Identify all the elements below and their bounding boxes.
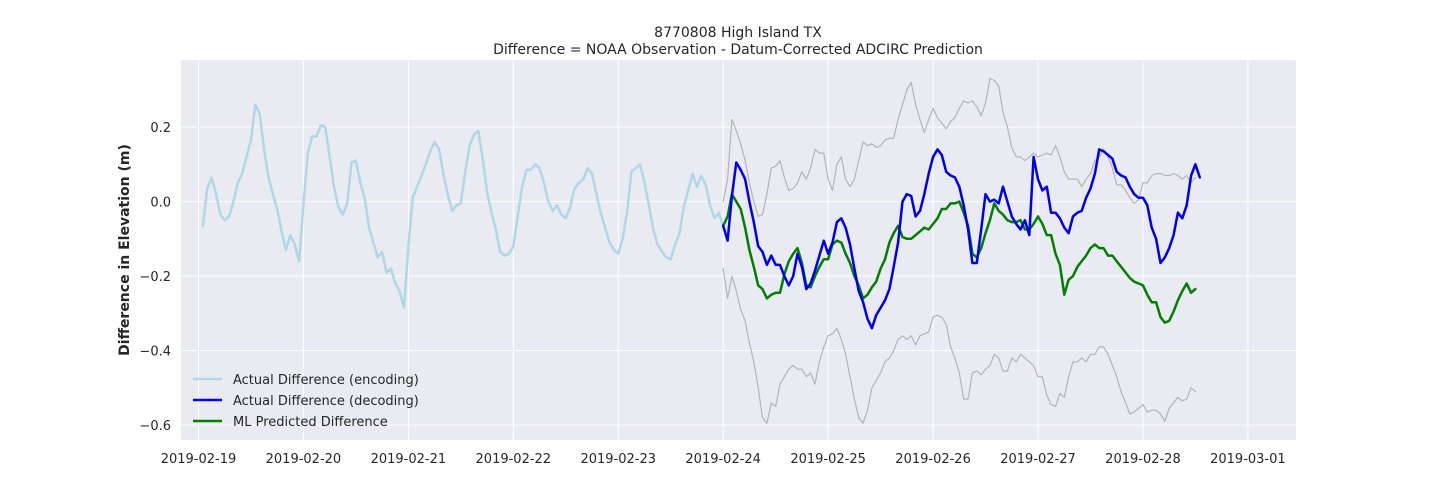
- series-line-1: [721, 148, 1202, 330]
- x-tick-label: 2019-02-23: [580, 452, 656, 467]
- confidence-bound-line: [722, 268, 1196, 424]
- x-tick-label: 2019-02-20: [266, 452, 342, 467]
- chart-title: 8770808 High Island TX: [654, 25, 822, 41]
- chart-subtitle: Difference = NOAA Observation - Datum-Co…: [493, 42, 983, 58]
- x-tick-label: 2019-02-27: [1000, 452, 1076, 467]
- legend-label: Actual Difference (decoding): [233, 394, 419, 409]
- x-tick-label: 2019-02-28: [1105, 452, 1181, 467]
- y-axis-label: Difference in Elevation (m): [117, 144, 133, 356]
- plot-area: [181, 60, 1296, 440]
- legend: Actual Difference (encoding) Actual Diffe…: [193, 373, 419, 430]
- x-tick-label: 2019-02-21: [371, 452, 447, 467]
- x-tick-label: 2019-02-22: [476, 452, 552, 467]
- legend-label: Actual Difference (encoding): [233, 373, 419, 388]
- y-tick-label: −0.2: [139, 270, 171, 285]
- y-tick-label: 0.0: [150, 196, 171, 211]
- x-tick-label: 2019-02-25: [790, 452, 866, 467]
- series-line-0: [201, 103, 725, 309]
- y-tick-label: −0.4: [139, 345, 171, 360]
- x-axis: 2019-02-19 2019-02-20 2019-02-21 2019-02-22…: [161, 452, 1286, 467]
- x-tick-label: 2019-02-19: [161, 452, 237, 467]
- x-tick-label: 2019-03-01: [1210, 452, 1286, 467]
- y-tick-label: 0.2: [150, 121, 171, 136]
- x-tick-label: 2019-02-26: [895, 452, 971, 467]
- legend-label: ML Predicted Difference: [233, 415, 388, 430]
- series-layer: [201, 78, 1202, 424]
- grid: [181, 60, 1296, 440]
- y-axis: −0.6 −0.4 −0.2 0.0 0.2: [139, 121, 171, 434]
- y-tick-label: −0.6: [139, 419, 171, 434]
- confidence-bound-line: [722, 78, 1196, 218]
- x-tick-label: 2019-02-24: [685, 452, 761, 467]
